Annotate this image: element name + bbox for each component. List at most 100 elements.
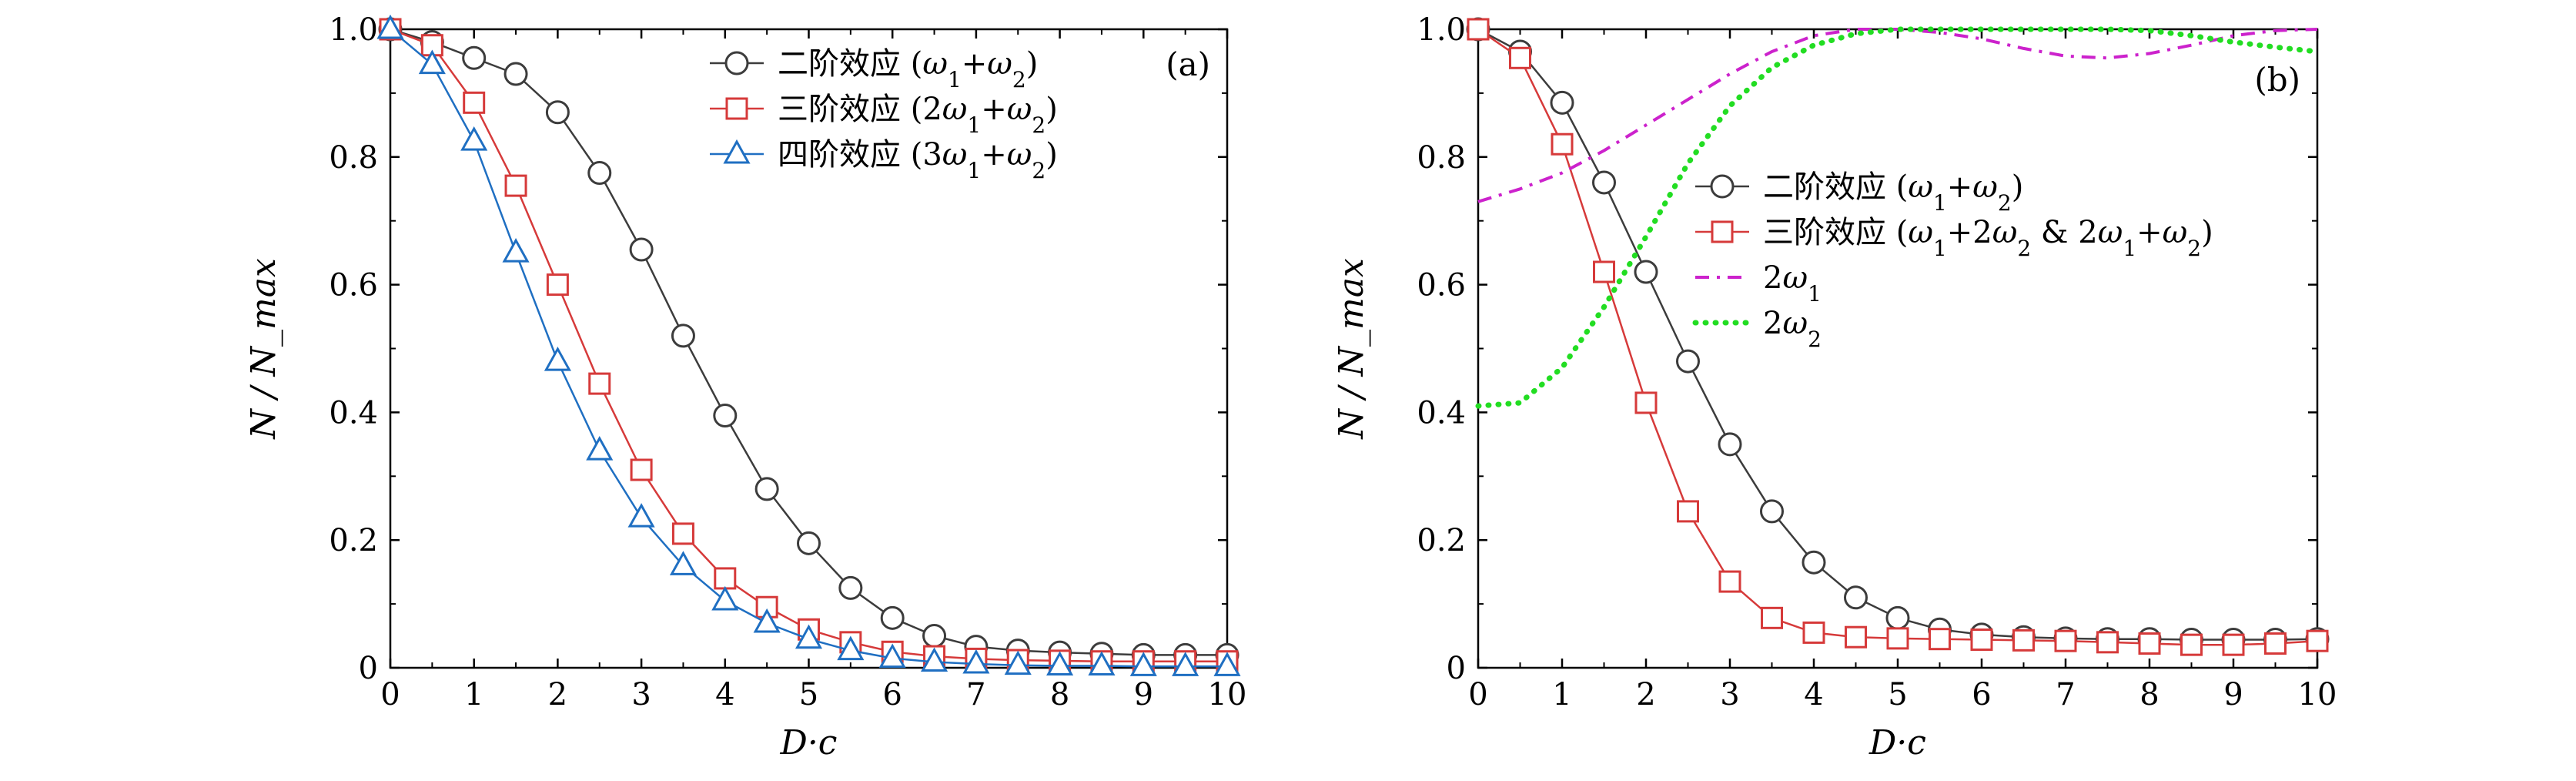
text-run: ) <box>1045 92 1058 127</box>
text-run: + <box>1947 169 1973 205</box>
data-point <box>544 346 571 371</box>
omega-symbol: ω <box>942 92 968 127</box>
data-point <box>1760 499 1784 524</box>
x-tick-label: 7 <box>2056 677 2075 712</box>
text-run: ) <box>2012 169 2024 205</box>
y-axis-label: N / N_max <box>1332 258 1371 440</box>
legend-swatch-marker <box>724 51 749 75</box>
data-point <box>922 624 947 649</box>
legend-item: 2ω1 <box>1695 260 1822 307</box>
legend-swatch-marker <box>725 97 748 120</box>
data-point <box>1634 391 1658 414</box>
data-point <box>1929 628 1951 651</box>
legend-label: 2ω2 <box>1763 306 1822 352</box>
text-run: ) <box>1026 46 1039 82</box>
omega-symbol: ω <box>987 46 1012 82</box>
data-point <box>921 647 948 672</box>
text-run: 四阶效应 (3 <box>778 137 942 173</box>
data-point <box>1172 652 1199 676</box>
legend-label: 四阶效应 (3ω1+ω2) <box>778 137 1058 183</box>
data-point <box>502 238 530 263</box>
omega-subscript: 2 <box>1032 158 1045 183</box>
y-tick-label: 0.2 <box>329 523 378 558</box>
data-point <box>669 551 697 575</box>
data-point <box>376 14 404 39</box>
data-point <box>671 323 695 348</box>
omega-symbol: ω <box>942 137 968 173</box>
omega-subscript: 1 <box>1933 190 1947 216</box>
omega-subscript: 2 <box>1032 112 1045 138</box>
x-axis-label: D·c <box>780 723 838 763</box>
x-tick-label: 6 <box>882 677 902 712</box>
y-axis-label: N / N_max <box>244 258 283 440</box>
data-point <box>754 477 779 501</box>
text-run: 三阶效应 (2 <box>778 92 942 127</box>
x-tick-label: 7 <box>966 677 985 712</box>
x-tick-label: 2 <box>1636 677 1655 712</box>
x-tick-label: 8 <box>2139 677 2159 712</box>
data-point <box>1886 627 1909 650</box>
data-point <box>2264 632 2287 655</box>
x-tick-label: 8 <box>1050 677 1069 712</box>
omega-subscript: 2 <box>2187 236 2201 261</box>
x-axis-label: D·c <box>1868 723 1926 763</box>
legend-item: 二阶效应 (ω1+ω2) <box>1695 169 2023 216</box>
legend-label: 三阶效应 (ω1+2ω2 & 2ω1+ω2) <box>1763 215 2213 261</box>
legend-label: 三阶效应 (2ω1+ω2) <box>778 92 1058 138</box>
x-tick-label: 4 <box>715 677 734 712</box>
text-run: 2 <box>1763 306 1782 341</box>
y-tick-label: 0.4 <box>329 395 378 431</box>
panel-a: 0 1 2 3 4 5 6 7 8 9 10 0 0.2 0.4 0.6 0.8 1.0 D·c N / N_max… <box>244 12 1246 763</box>
data-point <box>630 458 653 481</box>
data-point <box>1802 621 1825 644</box>
data-point <box>463 91 486 114</box>
text-run: +2 <box>1947 215 1992 250</box>
x-tick-label: 10 <box>2298 677 2337 712</box>
omega-subscript: 1 <box>967 158 981 183</box>
omega-subscript: 2 <box>1998 190 2012 216</box>
data-point <box>1677 500 1699 523</box>
omega-subscript: 1 <box>967 112 981 138</box>
data-point <box>753 608 781 633</box>
data-point <box>1213 652 1241 676</box>
data-point <box>878 643 906 669</box>
legend-swatch-marker <box>1710 174 1735 199</box>
data-point <box>460 126 488 151</box>
y-tick-label: 0.8 <box>1417 140 1466 176</box>
y-tick-label: 0 <box>1447 651 1466 686</box>
text-run: + <box>2136 215 2163 250</box>
data-point <box>418 49 446 75</box>
data-point <box>1467 18 1490 41</box>
data-point <box>837 635 865 661</box>
legend-item: 二阶效应 (ω1+ω2) <box>710 46 1038 92</box>
legend-item: 2ω2 <box>1692 306 1822 352</box>
legend-label: 二阶效应 (ω1+ω2) <box>778 46 1038 92</box>
y-tick-label: 0.6 <box>1417 268 1466 303</box>
legend-swatch-marker <box>1711 220 1734 243</box>
y-tick-label: 1.0 <box>329 12 378 48</box>
data-point <box>1129 652 1157 676</box>
legend-item: 四阶效应 (3ω1+ω2) <box>710 137 1058 183</box>
plot-frame <box>1477 28 2319 669</box>
data-point <box>1046 651 1074 676</box>
series-1 <box>1466 17 2330 652</box>
omega-symbol: ω <box>1972 169 1998 205</box>
panel-label: (a) <box>1166 45 1210 83</box>
data-point <box>1004 650 1032 675</box>
data-point <box>629 237 654 262</box>
omega-subscript: 2 <box>2017 236 2031 261</box>
omega-symbol: ω <box>1007 137 1032 173</box>
data-point <box>1592 170 1616 195</box>
data-point <box>1718 432 1742 457</box>
data-point <box>1550 90 1574 115</box>
data-point <box>795 624 823 649</box>
text-run: 二阶效应 ( <box>1763 169 1908 205</box>
x-tick-label: 6 <box>1972 677 1991 712</box>
data-point <box>1088 651 1116 676</box>
data-point <box>588 372 611 395</box>
text-run: 二阶效应 ( <box>778 46 922 82</box>
data-point <box>545 100 570 125</box>
data-point <box>2012 628 2035 652</box>
